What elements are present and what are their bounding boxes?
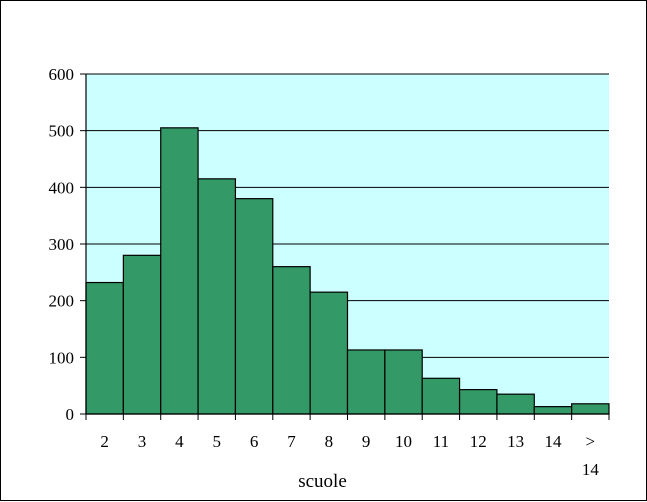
bar: [496, 393, 535, 415]
bar: [122, 254, 162, 415]
bar: [571, 403, 610, 415]
y-tick-labels: 0 100 200 300 400 500 600: [49, 65, 75, 424]
x-tick-label: 10: [395, 432, 412, 451]
y-tick-label: 0: [66, 405, 75, 424]
bar: [458, 389, 498, 415]
bar: [197, 178, 237, 415]
x-tick-label: 8: [325, 432, 334, 451]
x-tick-label: 7: [287, 432, 296, 451]
x-tick-label: 9: [362, 432, 371, 451]
bar: [346, 349, 386, 415]
y-tick-label: 300: [49, 235, 75, 254]
bar: [421, 377, 461, 415]
bar: [384, 349, 423, 415]
bar: [234, 198, 274, 415]
y-tick-label: 500: [49, 122, 75, 141]
x-tick-label: 11: [433, 432, 449, 451]
x-tick-label: 6: [250, 432, 259, 451]
bars: [85, 127, 610, 415]
y-tick-label: 100: [49, 348, 75, 367]
y-tick-label: 200: [49, 292, 75, 311]
bar: [309, 291, 349, 415]
bar: [85, 281, 124, 415]
x-tick-label: 2: [100, 432, 109, 451]
x-tick-labels: 2 3 4 5 6 7 8 9 10 11 12 13 14 >14: [100, 432, 599, 479]
y-tick-label: 600: [49, 65, 75, 84]
x-tick-label: 3: [138, 432, 147, 451]
x-tick-label: 13: [507, 432, 524, 451]
bar: [160, 127, 199, 415]
x-tick-label: 14: [544, 432, 562, 451]
axes: [80, 73, 610, 420]
x-tick-label: 12: [470, 432, 487, 451]
bar: [533, 406, 573, 415]
x-tick-label: 5: [213, 432, 222, 451]
x-axis-title: scuole: [298, 471, 347, 492]
bar: [272, 266, 311, 415]
x-tick-label: >14: [582, 432, 600, 479]
x-tick-label: 4: [175, 432, 184, 451]
y-tick-label: 400: [49, 178, 75, 197]
